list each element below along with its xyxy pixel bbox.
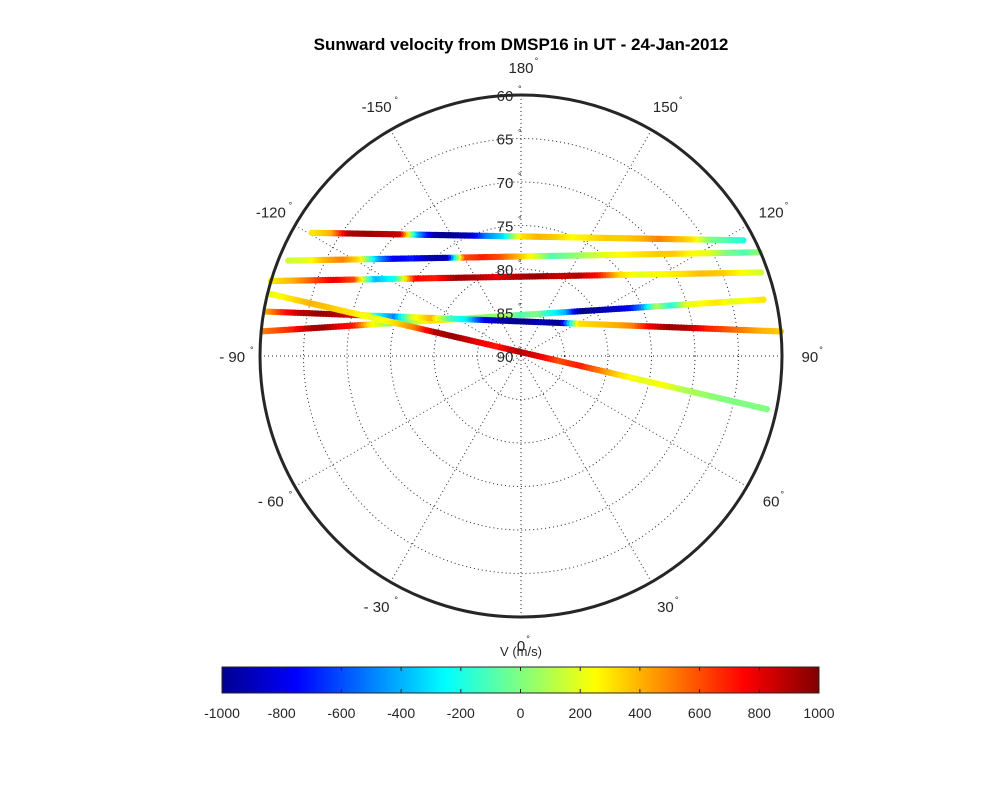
degree-symbol: ° [535, 56, 539, 66]
colorbar-tick-label: -800 [268, 705, 296, 721]
degree-symbol: ° [394, 95, 398, 105]
degree-symbol: ° [518, 302, 522, 312]
angular-tick-label: 0 [517, 638, 525, 655]
degree-symbol: ° [518, 171, 522, 181]
radial-tick-label: 70 [497, 175, 514, 192]
degree-symbol: ° [289, 489, 293, 499]
degree-symbol: ° [781, 489, 785, 499]
polar-outer-boundary [258, 93, 784, 619]
radial-grid-circle [390, 225, 652, 487]
radial-grid-circle [303, 138, 739, 574]
colorbar-tick-label: -200 [447, 705, 475, 721]
radial-tick-label: 65 [497, 132, 514, 149]
angular-tick-label: 90 [801, 349, 818, 366]
degree-symbol: ° [518, 84, 522, 94]
angular-tick-label: -150 [362, 99, 392, 116]
degree-symbol: ° [289, 201, 293, 211]
radial-grid-circle [346, 181, 696, 531]
radial-grid-circle [433, 268, 609, 444]
velocity-point [308, 229, 316, 237]
degree-symbol: ° [518, 345, 522, 355]
satellite-pass-4 [260, 296, 767, 335]
degree-symbol: ° [785, 201, 789, 211]
satellite-pass-1 [267, 269, 765, 285]
polar-grid [260, 95, 782, 617]
polar-tick-labels: 60 °65 °70 °75 °80 °85 °90 °180 °150 °120 °90 °60 °3… [219, 56, 823, 655]
angular-grid-spoke [294, 225, 522, 357]
colorbar-tick-label: 1000 [803, 705, 834, 721]
chart-title: Sunward velocity from DMSP16 in UT - 24-… [314, 35, 729, 54]
angular-tick-label: 120 [759, 205, 784, 222]
velocity-point [285, 257, 292, 264]
satellite-pass-6 [266, 290, 770, 413]
angular-tick-label: - 30 [364, 599, 390, 616]
colorbar-tick-label: -1000 [204, 705, 240, 721]
degree-symbol: ° [518, 215, 522, 225]
angular-grid-spoke [520, 225, 748, 357]
colorbar-tick-label: 200 [569, 705, 593, 721]
angular-tick-label: 30 [657, 599, 674, 616]
colorbar-tick-label: -400 [387, 705, 415, 721]
angular-tick-label: 150 [653, 99, 678, 116]
satellite-pass-points [260, 229, 785, 413]
satellite-pass-3 [308, 229, 747, 244]
radial-tick-label: 85 [497, 306, 514, 323]
radial-tick-label: 90 [497, 349, 514, 366]
colorbar-tick-label: 400 [628, 705, 652, 721]
degree-symbol: ° [679, 95, 683, 105]
angular-tick-label: - 60 [258, 493, 284, 510]
velocity-point [763, 405, 770, 413]
degree-symbol: ° [675, 595, 679, 605]
colorbar-ticks: -1000 -800 -600 -400 -200 0 200 400 600 800 1000 [204, 667, 835, 721]
satellite-pass-2 [285, 249, 763, 264]
colorbar-tick-label: 800 [748, 705, 772, 721]
colorbar-tick-label: -600 [327, 705, 355, 721]
colorbar-label: V (m/s) [500, 644, 542, 659]
angular-tick-label: 60 [763, 493, 780, 510]
colorbar [221, 666, 820, 694]
colorbar-tick-label: 600 [688, 705, 712, 721]
angular-tick-label: -120 [256, 205, 286, 222]
radial-tick-label: 75 [497, 219, 514, 236]
degree-symbol: ° [819, 345, 823, 355]
radial-tick-label: 60 [497, 88, 514, 105]
radial-tick-label: 80 [497, 262, 514, 279]
degree-symbol: ° [518, 258, 522, 268]
velocity-point [760, 296, 767, 303]
angular-tick-label: - 90 [219, 349, 245, 366]
colorbar-tick-label: 0 [517, 705, 525, 721]
degree-symbol: ° [518, 128, 522, 138]
angular-grid-spoke [294, 355, 522, 487]
degree-symbol: ° [250, 345, 254, 355]
degree-symbol: ° [394, 595, 398, 605]
degree-symbol: ° [526, 634, 530, 644]
angular-tick-label: 180 [508, 60, 533, 77]
angular-grid-spoke [390, 355, 522, 583]
